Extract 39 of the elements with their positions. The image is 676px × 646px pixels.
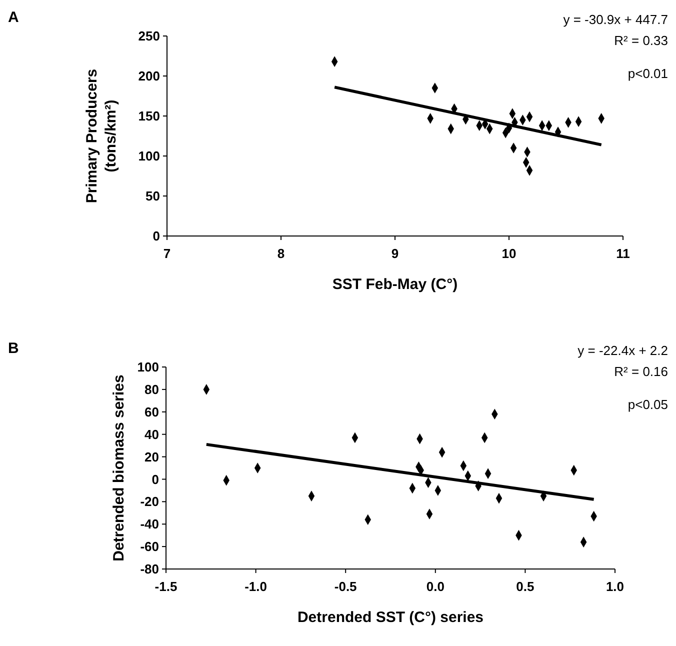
y-tick-label: -60	[140, 539, 159, 554]
y-tick-label: 100	[137, 360, 159, 375]
y-tick-label: 50	[146, 188, 160, 204]
y-tick-label: 60	[144, 404, 159, 420]
x-tick-label: 7	[163, 246, 171, 261]
annotation: R² = 0.33	[614, 33, 668, 48]
y-tick-label: 20	[144, 449, 159, 464]
x-tick-label: -0.5	[334, 579, 357, 594]
text: p<0.01	[628, 66, 668, 81]
x-axis-title: SST Feb-May (C°)	[332, 276, 458, 293]
text: p<0.05	[628, 397, 668, 412]
y-tick-label: -40	[140, 516, 159, 532]
y-tick-label: 200	[138, 68, 160, 84]
x-tick-label: 11	[616, 246, 630, 261]
annotation: R² = 0.16	[614, 364, 668, 379]
x-tick-label: -1.0	[244, 579, 268, 594]
y-tick-label: -20	[140, 494, 159, 510]
text: B	[8, 340, 19, 357]
x-tick-label: 0.0	[426, 579, 444, 594]
x-tick-label: 9	[391, 246, 399, 261]
x-tick-label: 0.5	[516, 579, 534, 594]
y-tick-label: 250	[138, 28, 160, 44]
y-tick-label: 80	[144, 382, 159, 397]
y-tick-label: 0	[152, 472, 159, 487]
y-axis-title: Primary Producers (tons/km²)	[84, 68, 120, 204]
text: A	[8, 9, 19, 26]
x-tick-label: 8	[277, 246, 285, 261]
y-tick-label: 40	[144, 426, 159, 442]
y-tick-label: 100	[138, 148, 160, 164]
y-axis-title: Detrended biomass series	[110, 374, 128, 562]
x-tick-label: 1.0	[606, 579, 624, 594]
y-tick-label: -80	[140, 562, 159, 577]
text: y = -22.4x + 2.2	[578, 343, 668, 358]
y-tick-label: 0	[152, 228, 160, 244]
x-axis-title: Detrended SST (C°) series	[297, 609, 484, 626]
x-tick-label: -1.5	[154, 579, 178, 594]
x-tick-label: 10	[502, 246, 516, 261]
text: y = -30.9x + 447.7	[563, 12, 668, 27]
y-tick-label: 150	[138, 108, 160, 124]
